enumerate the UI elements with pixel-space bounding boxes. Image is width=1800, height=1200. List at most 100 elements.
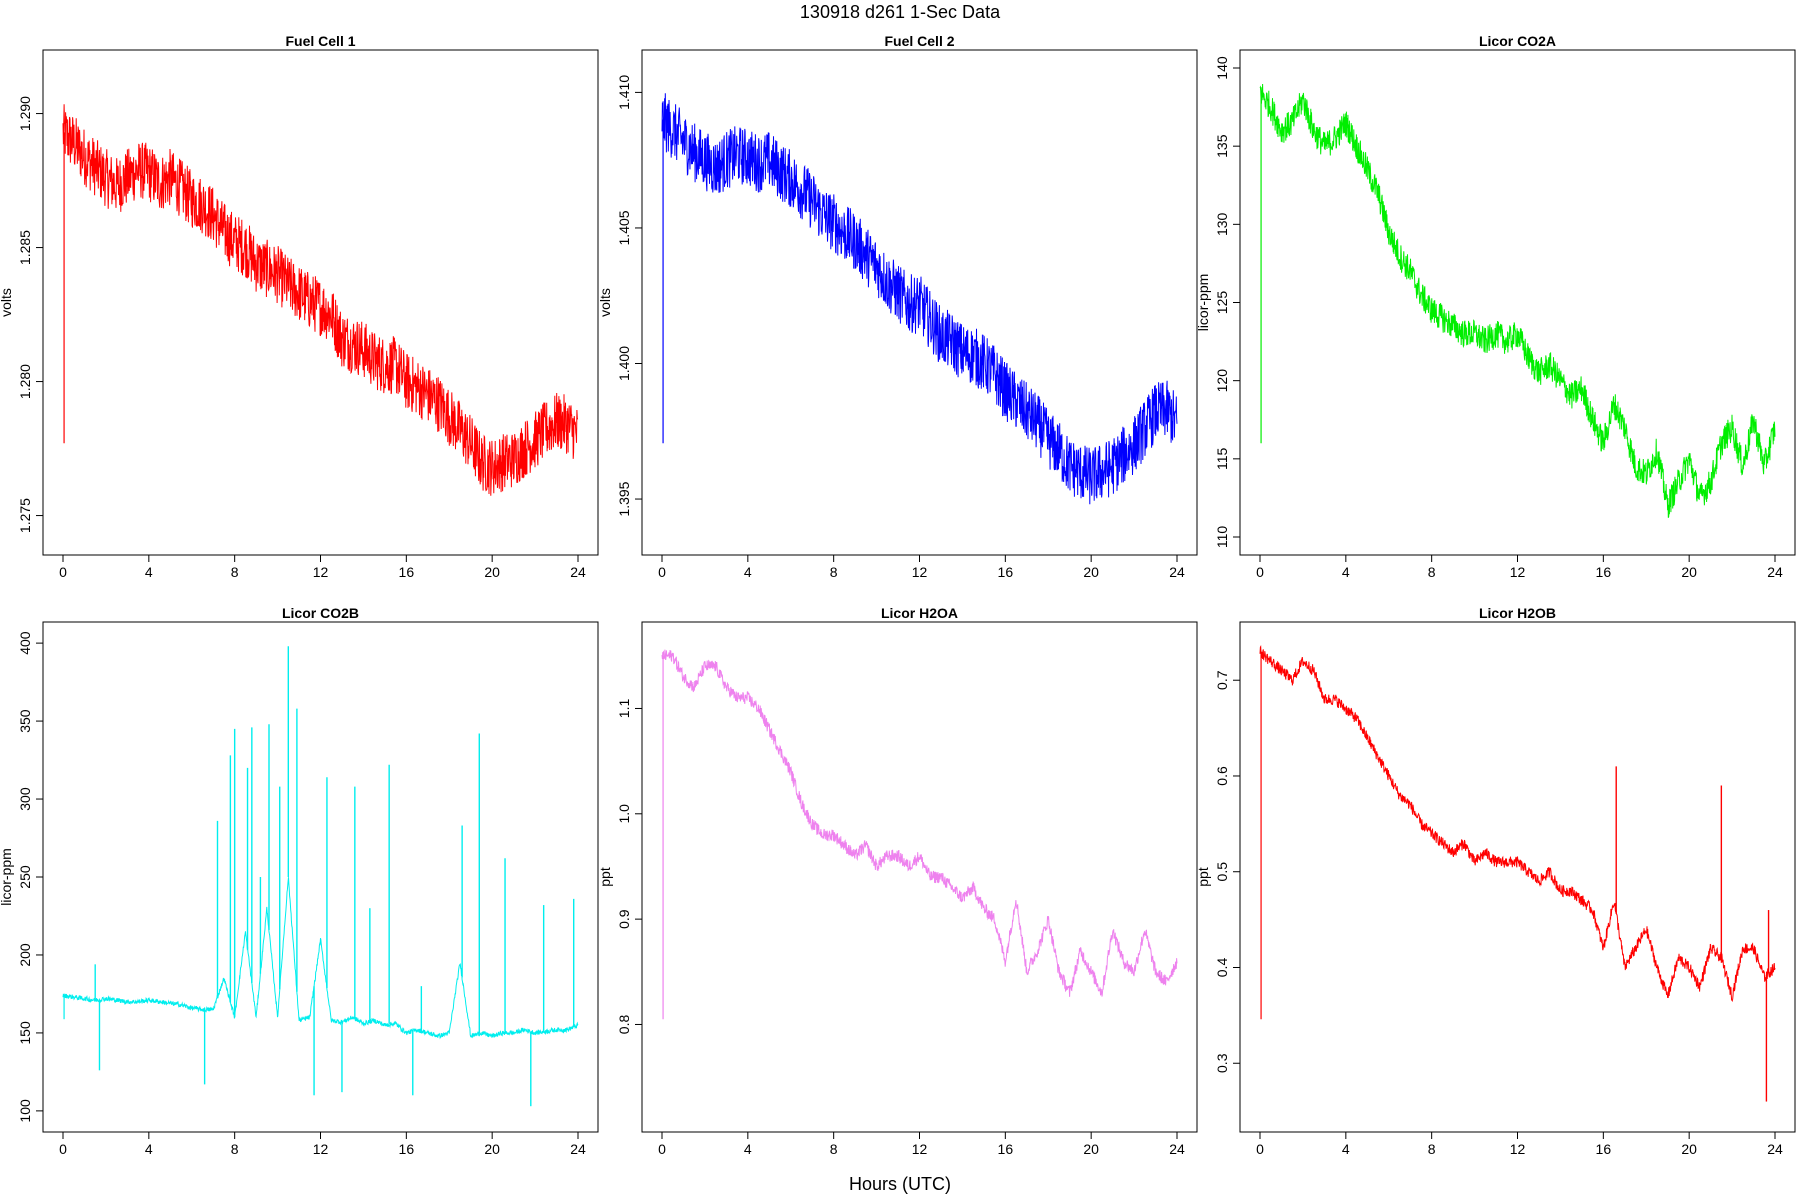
x-tick-label: 8 xyxy=(830,1141,838,1157)
x-tick-label: 16 xyxy=(1596,564,1612,580)
x-tick-label: 16 xyxy=(399,564,415,580)
x-tick-label: 0 xyxy=(658,564,666,580)
x-tick-label: 20 xyxy=(1681,1141,1697,1157)
y-tick-label: 1.1 xyxy=(616,699,632,719)
x-tick-label: 12 xyxy=(313,1141,329,1157)
y-tick-label: 0.8 xyxy=(616,1015,632,1035)
chart-panel: Licor H2OA 0 4 8 12 16 20 24 0.8 0.9 1.0 1.1 ppt xyxy=(597,605,1198,1157)
panels-container: Fuel Cell 1 0 4 8 12 16 20 24 1.275 1.280 1.285 1.2… xyxy=(0,33,1796,1157)
y-tick-label: 250 xyxy=(17,865,33,889)
y-tick-label: 115 xyxy=(1214,447,1230,470)
x-tick-label: 0 xyxy=(59,564,67,580)
y-tick-label: 0.9 xyxy=(616,909,632,929)
y-tick-label: 1.400 xyxy=(616,346,632,381)
panel-title: Licor CO2A xyxy=(1479,33,1556,49)
plot-frame xyxy=(42,49,599,556)
x-tick-label: 20 xyxy=(1083,564,1099,580)
y-tick-label: 0.6 xyxy=(1214,766,1230,786)
series-line xyxy=(62,877,579,1040)
x-tick-label: 16 xyxy=(399,1141,415,1157)
y-tick-label: 100 xyxy=(17,1099,33,1123)
x-tick-label: 20 xyxy=(1083,1141,1099,1157)
y-tick-label: 1.290 xyxy=(17,96,33,131)
x-tick-label: 16 xyxy=(998,1141,1014,1157)
x-tick-label: 4 xyxy=(1342,564,1350,580)
x-tick-label: 0 xyxy=(1256,564,1264,580)
panel-title: Licor H2OA xyxy=(881,605,958,621)
x-tick-label: 12 xyxy=(912,1141,928,1157)
panel-title: Licor H2OB xyxy=(1479,605,1556,621)
x-tick-label: 12 xyxy=(912,564,928,580)
y-tick-label: 120 xyxy=(1214,369,1230,393)
x-tick-label: 4 xyxy=(145,564,153,580)
chart-panel: Fuel Cell 1 0 4 8 12 16 20 24 1.275 1.280 1.285 1.2… xyxy=(0,33,599,580)
y-tick-label: 140 xyxy=(1214,56,1230,80)
x-tick-label: 4 xyxy=(1342,1141,1350,1157)
panel-title: Fuel Cell 1 xyxy=(285,33,355,49)
x-tick-label: 12 xyxy=(1510,564,1526,580)
x-tick-label: 8 xyxy=(231,564,239,580)
x-tick-label: 24 xyxy=(1767,564,1783,580)
y-axis-label: licor-ppm xyxy=(0,848,14,906)
plot-frame xyxy=(1239,621,1796,1133)
y-axis-label: ppt xyxy=(1195,867,1211,887)
y-tick-label: 130 xyxy=(1214,212,1230,236)
y-axis-label: licor-ppm xyxy=(1195,274,1211,332)
x-tick-label: 12 xyxy=(313,564,329,580)
chart-panel: Fuel Cell 2 0 4 8 12 16 20 24 1.395 1.400 1.405 1.4… xyxy=(597,33,1198,580)
y-tick-label: 1.275 xyxy=(17,498,33,533)
chart-panel: Licor CO2A 0 4 8 12 16 20 24 110 115 120 125 130 135 1… xyxy=(1195,33,1796,580)
y-axis-label: volts xyxy=(597,288,613,317)
x-tick-label: 24 xyxy=(570,1141,586,1157)
x-tick-label: 16 xyxy=(1596,1141,1612,1157)
y-tick-label: 1.0 xyxy=(616,804,632,824)
y-tick-label: 0.5 xyxy=(1214,862,1230,882)
x-tick-label: 0 xyxy=(1256,1141,1264,1157)
series-line xyxy=(62,104,579,496)
y-tick-label: 0.3 xyxy=(1214,1053,1230,1073)
y-tick-label: 400 xyxy=(17,631,33,655)
x-tick-label: 0 xyxy=(59,1141,67,1157)
y-tick-label: 150 xyxy=(17,1021,33,1045)
panel-title: Licor CO2B xyxy=(282,605,359,621)
series-line xyxy=(661,649,1178,997)
x-tick-label: 24 xyxy=(1169,564,1185,580)
series-line xyxy=(1259,83,1776,518)
x-tick-label: 12 xyxy=(1510,1141,1526,1157)
x-tick-label: 16 xyxy=(998,564,1014,580)
x-tick-label: 20 xyxy=(484,1141,500,1157)
y-tick-label: 350 xyxy=(17,709,33,733)
x-tick-label: 8 xyxy=(1428,564,1436,580)
y-tick-label: 1.395 xyxy=(616,481,632,516)
x-tick-label: 24 xyxy=(1169,1141,1185,1157)
chart-panel: Licor H2OB 0 4 8 12 16 20 24 0.3 0.4 0.5 0.6 0.7 ppt xyxy=(1195,605,1796,1157)
x-tick-label: 24 xyxy=(1767,1141,1783,1157)
y-tick-label: 135 xyxy=(1214,134,1230,158)
plot-frame xyxy=(641,621,1198,1133)
y-tick-label: 0.7 xyxy=(1214,670,1230,690)
y-tick-label: 1.405 xyxy=(616,210,632,245)
y-tick-label: 0.4 xyxy=(1214,958,1230,978)
panel-title: Fuel Cell 2 xyxy=(884,33,954,49)
figure-x-axis-label: Hours (UTC) xyxy=(849,1174,951,1194)
series-line xyxy=(661,93,1178,505)
x-tick-label: 8 xyxy=(830,564,838,580)
y-tick-label: 110 xyxy=(1214,526,1230,549)
x-tick-label: 4 xyxy=(744,564,752,580)
x-tick-label: 8 xyxy=(231,1141,239,1157)
x-tick-label: 24 xyxy=(570,564,586,580)
x-tick-label: 20 xyxy=(1681,564,1697,580)
series-line xyxy=(1259,644,1776,1003)
y-tick-label: 1.285 xyxy=(17,230,33,265)
y-tick-label: 200 xyxy=(17,943,33,967)
x-tick-label: 0 xyxy=(658,1141,666,1157)
y-axis-label: volts xyxy=(0,288,14,317)
plot-frame xyxy=(42,621,599,1133)
y-tick-label: 1.410 xyxy=(616,75,632,110)
chart-panel: Licor CO2B 0 4 8 12 16 20 24 100 150 200 250 300 350 4… xyxy=(0,605,599,1157)
y-tick-label: 300 xyxy=(17,787,33,811)
y-tick-label: 1.280 xyxy=(17,364,33,399)
x-tick-label: 8 xyxy=(1428,1141,1436,1157)
x-tick-label: 4 xyxy=(145,1141,153,1157)
